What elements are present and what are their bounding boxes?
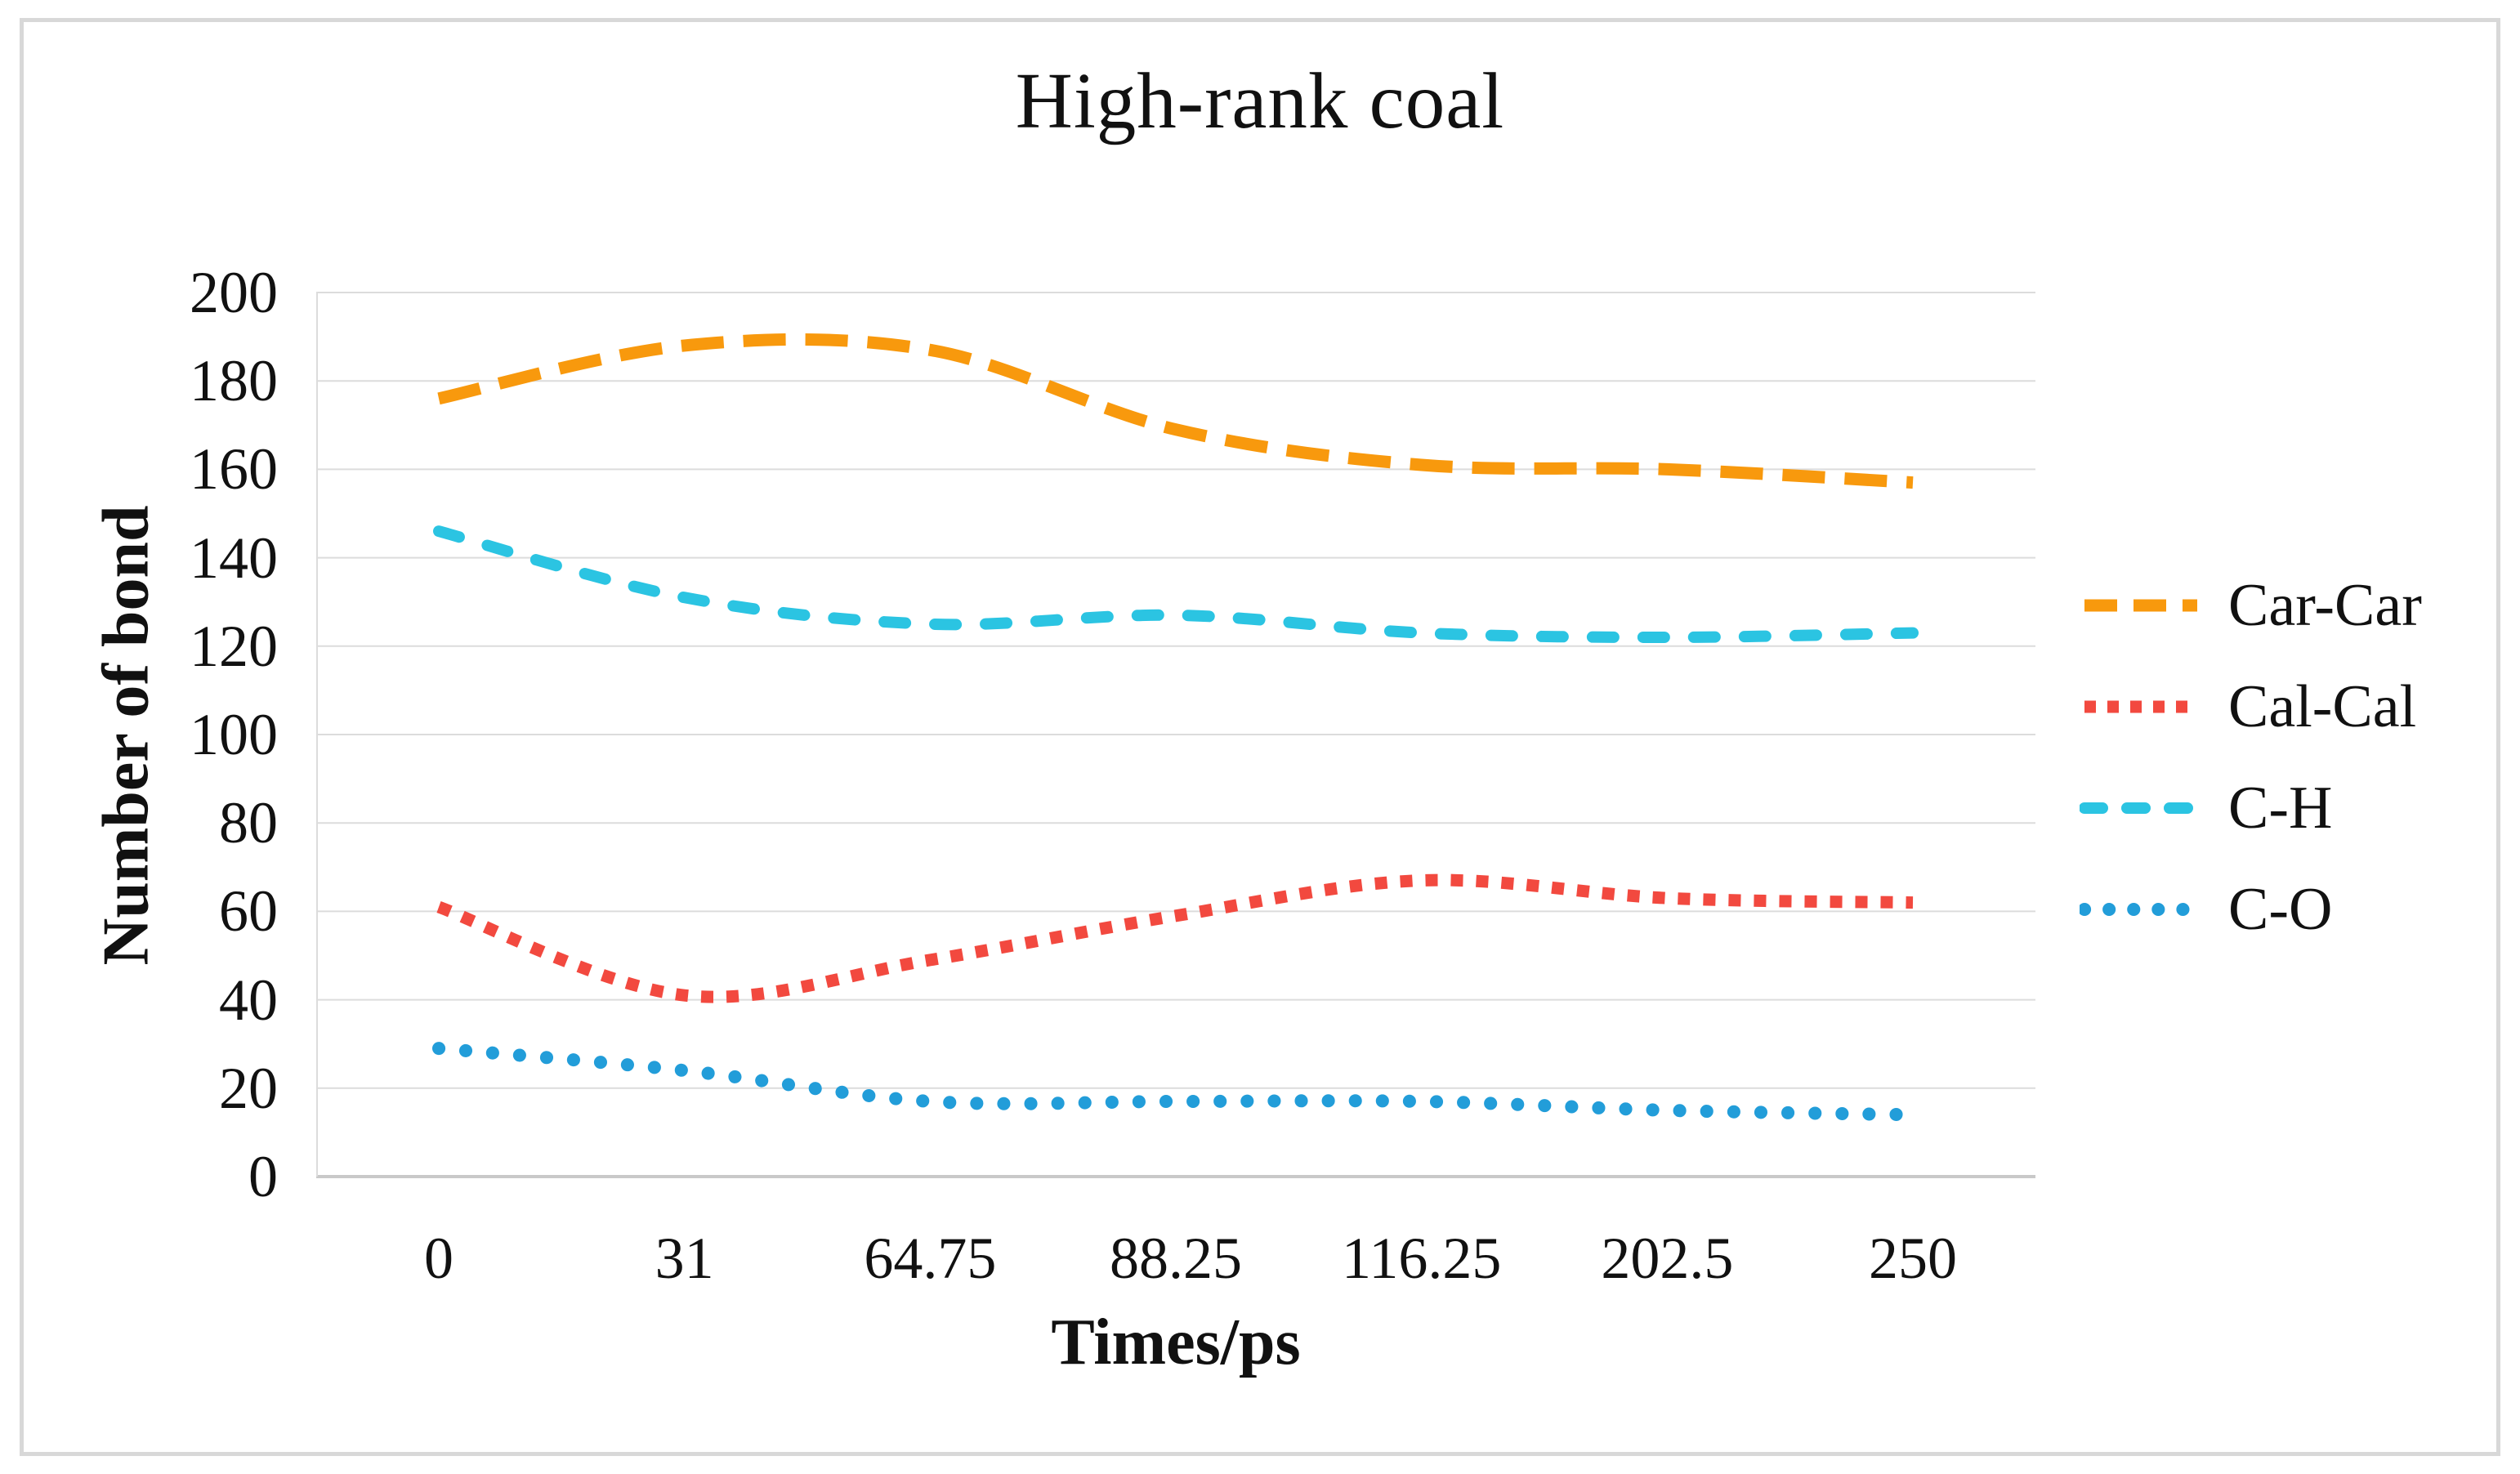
y-tick-label: 180 — [190, 348, 278, 414]
y-tick-label: 40 — [219, 967, 278, 1033]
legend-swatch-c-h — [2080, 802, 2202, 814]
legend-label: Car-Car — [2228, 571, 2422, 639]
legend-label: C-H — [2228, 774, 2333, 842]
plot-area — [316, 292, 2035, 1178]
legend-swatch-cal-cal — [2084, 700, 2197, 713]
legend-item-car-car: Car-Car — [2080, 555, 2422, 656]
x-tick-label: 116.25 — [1341, 1226, 1502, 1291]
chart-title: High-rank coal — [1015, 57, 1505, 145]
y-tick-label: 60 — [219, 878, 278, 945]
y-tick-label: 200 — [190, 260, 278, 325]
x-tick-label: 64.75 — [864, 1226, 997, 1291]
x-tick-label: 202.5 — [1601, 1226, 1734, 1291]
y-tick-label: 120 — [190, 613, 278, 679]
y-tick-label: 140 — [190, 525, 278, 591]
series-line-car-car — [437, 333, 1914, 489]
legend: Car-Car Cal-Cal C-H C-O — [2080, 555, 2422, 960]
x-axis-title: Times/ps — [1051, 1306, 1301, 1378]
y-tick-label: 80 — [219, 790, 278, 856]
legend-item-cal-cal: Cal-Cal — [2080, 656, 2422, 757]
series-line-cal-cal — [436, 873, 1914, 1003]
y-tick-label: 20 — [219, 1055, 278, 1121]
y-tick-label: 160 — [190, 436, 278, 502]
legend-item-c-o: C-O — [2080, 859, 2422, 960]
x-tick-label: 250 — [1869, 1226, 1957, 1291]
y-tick-label: 0 — [248, 1144, 278, 1209]
legend-swatch-c-o — [2080, 903, 2202, 916]
legend-label: C-O — [2228, 875, 2333, 943]
y-tick-label: 100 — [190, 702, 278, 767]
figure-border — [20, 18, 2500, 1456]
x-tick-label: 31 — [655, 1226, 714, 1291]
series-line-c-h — [433, 525, 1919, 644]
x-tick-label: 88.25 — [1110, 1226, 1242, 1291]
x-tick-label: 0 — [424, 1226, 454, 1291]
legend-item-c-h: C-H — [2080, 757, 2422, 859]
series-line-c-o — [432, 1042, 1919, 1122]
legend-swatch-car-car — [2084, 599, 2197, 612]
legend-label: Cal-Cal — [2228, 672, 2417, 740]
